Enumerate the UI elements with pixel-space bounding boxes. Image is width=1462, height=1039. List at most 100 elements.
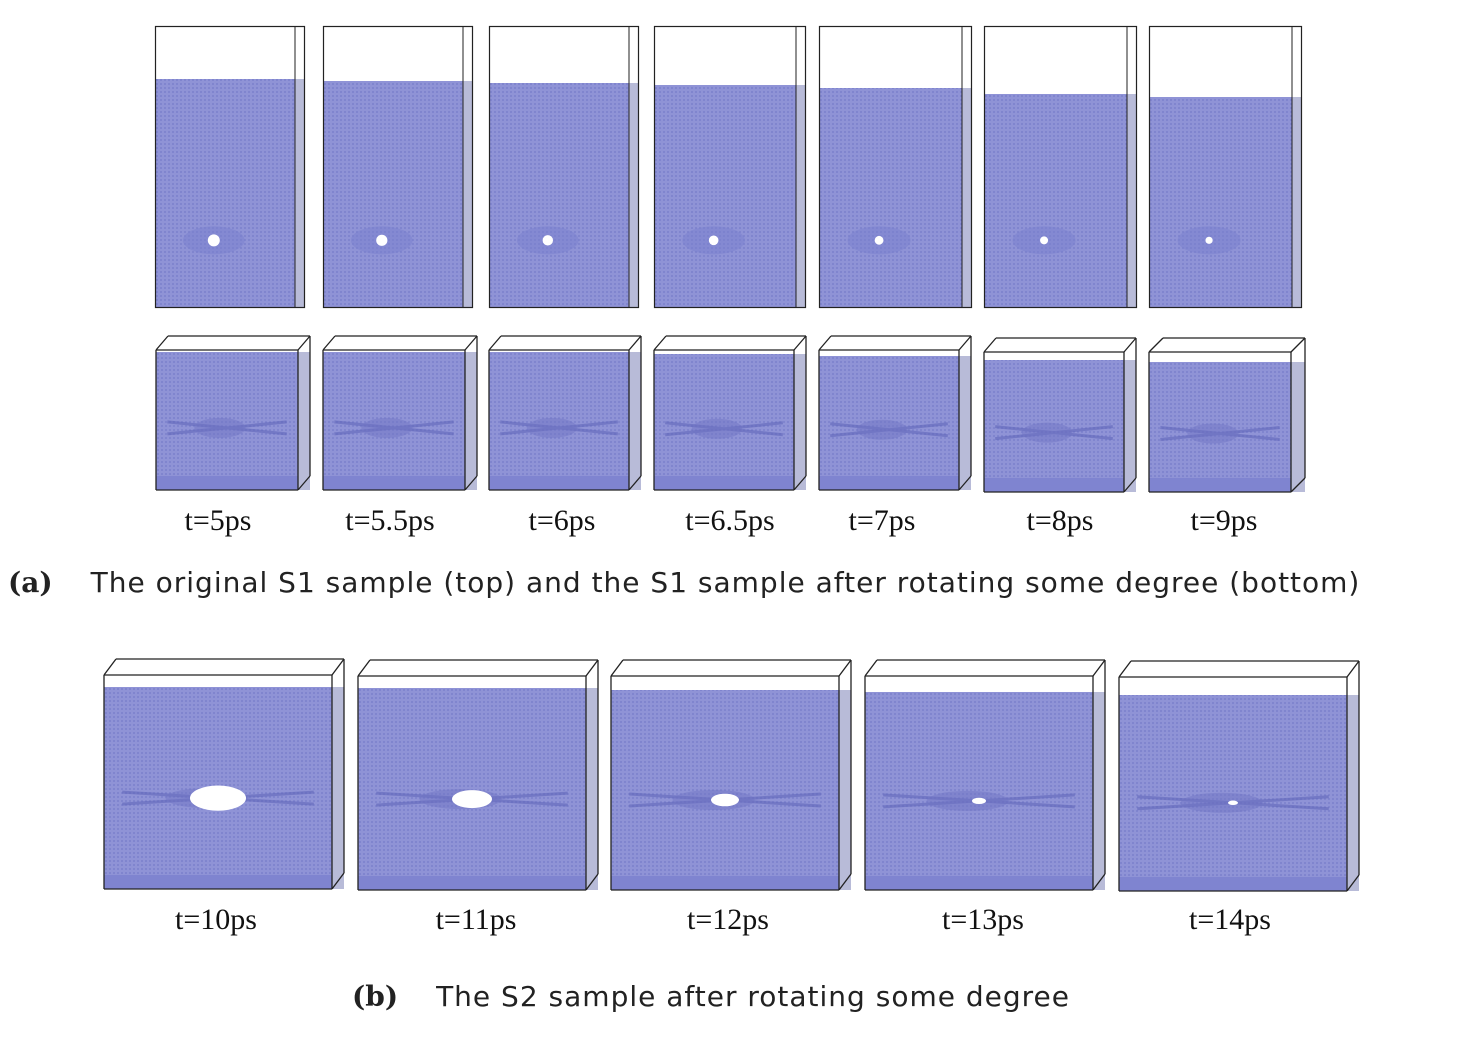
void bbox=[1228, 800, 1238, 806]
box-edge bbox=[1092, 659, 1106, 677]
box-frame bbox=[653, 25, 807, 309]
time-label: t=9ps bbox=[1190, 504, 1258, 537]
box-edge bbox=[628, 335, 642, 351]
atom-fill bbox=[1149, 97, 1292, 308]
box-edge bbox=[610, 659, 624, 677]
box-side-face bbox=[1124, 360, 1136, 492]
box-frame bbox=[818, 25, 973, 309]
damage-zone bbox=[691, 418, 743, 439]
box-edge bbox=[322, 335, 336, 351]
caption-a: (a) The original S1 sample (top) and the … bbox=[8, 566, 1360, 599]
atom-fill bbox=[819, 356, 959, 490]
atom-fill bbox=[984, 360, 1124, 492]
shear-band bbox=[167, 420, 287, 436]
box-edge bbox=[1346, 660, 1360, 678]
box-side-face bbox=[959, 356, 971, 490]
box-side-face bbox=[1093, 692, 1105, 890]
shear-band bbox=[665, 421, 783, 437]
void bbox=[874, 235, 884, 245]
box-side-face bbox=[332, 687, 344, 889]
time-label: t=12ps bbox=[687, 903, 769, 936]
box-edge bbox=[1118, 660, 1132, 678]
box-edge bbox=[793, 475, 807, 491]
box-edge bbox=[297, 335, 311, 351]
snapshot-s1-rotated bbox=[1148, 337, 1306, 493]
caption-label: (b) bbox=[352, 980, 399, 1013]
snapshot-s1-rotated bbox=[488, 335, 642, 491]
bottom-slab bbox=[984, 478, 1124, 492]
bottom-slab bbox=[654, 476, 794, 490]
snapshot-s1-rotated bbox=[818, 335, 972, 491]
snapshot-s1-top bbox=[1148, 25, 1303, 309]
box-edge bbox=[628, 475, 642, 491]
box-edge bbox=[1092, 873, 1106, 891]
snapshot-s1-rotated bbox=[322, 335, 478, 491]
void bbox=[708, 235, 719, 246]
snapshot-s1-top bbox=[818, 25, 973, 309]
atom-fill bbox=[489, 352, 629, 490]
time-label: t=5.5ps bbox=[345, 504, 435, 537]
box-edge bbox=[838, 659, 852, 677]
snapshot-s1-rotated bbox=[653, 335, 807, 491]
void bbox=[711, 793, 739, 807]
box-edge bbox=[297, 475, 311, 491]
box-side bbox=[463, 81, 473, 308]
damage-zone bbox=[1021, 422, 1073, 443]
shear-band bbox=[334, 420, 454, 436]
time-label: t=6.5ps bbox=[685, 504, 775, 537]
box-edge bbox=[1290, 337, 1306, 353]
void bbox=[1205, 236, 1213, 244]
shear-band bbox=[995, 425, 1113, 441]
box-frame bbox=[322, 25, 474, 309]
snapshot-s1-top bbox=[983, 25, 1138, 309]
atom-fill bbox=[611, 690, 839, 890]
atom-fill bbox=[984, 94, 1127, 308]
box-side-face bbox=[1347, 695, 1359, 891]
box-side-face bbox=[839, 690, 851, 890]
void bbox=[1040, 236, 1049, 245]
atom-fill bbox=[156, 352, 298, 490]
damage-zone bbox=[1187, 423, 1239, 444]
box-side-face bbox=[794, 354, 806, 490]
box-side bbox=[796, 85, 806, 308]
box-edge bbox=[1148, 337, 1164, 353]
box-edge bbox=[958, 475, 972, 491]
atom-fill bbox=[323, 352, 465, 490]
box-edge bbox=[585, 873, 599, 891]
snapshot-s2-rotated bbox=[610, 659, 852, 891]
bottom-slab bbox=[323, 476, 465, 490]
snapshot-s1-rotated bbox=[983, 337, 1137, 493]
box-side bbox=[962, 88, 972, 308]
box-edge bbox=[331, 658, 345, 676]
atom-fill bbox=[1149, 362, 1291, 492]
bottom-slab bbox=[156, 476, 298, 490]
shear-band bbox=[1160, 426, 1280, 441]
damage-zone bbox=[194, 417, 246, 438]
void bbox=[190, 785, 246, 811]
snapshot-s1-top bbox=[154, 25, 306, 309]
box-edge bbox=[793, 335, 807, 351]
box-edge bbox=[103, 658, 117, 676]
atom-fill bbox=[654, 354, 794, 490]
box-side-face bbox=[465, 352, 477, 490]
snapshot-s2-rotated bbox=[1118, 660, 1360, 892]
time-label: t=7ps bbox=[848, 504, 916, 537]
box-side-face bbox=[629, 352, 641, 490]
damage-zone bbox=[526, 417, 578, 438]
bottom-slab bbox=[865, 876, 1093, 890]
box-edge bbox=[838, 873, 852, 891]
box-frame bbox=[1148, 25, 1303, 309]
snapshot-s1-top bbox=[653, 25, 807, 309]
bottom-slab bbox=[489, 476, 629, 490]
void bbox=[542, 235, 553, 246]
box-side bbox=[1292, 97, 1302, 308]
void bbox=[376, 234, 388, 246]
atom-fill bbox=[819, 88, 962, 308]
atom-fill bbox=[654, 85, 796, 308]
caption-label: (a) bbox=[8, 566, 53, 599]
caption-text: The original S1 sample (top) and the S1 … bbox=[90, 566, 1361, 599]
box-edge bbox=[1123, 337, 1137, 353]
snapshot-s1-rotated bbox=[155, 335, 311, 491]
atom-fill bbox=[1119, 695, 1347, 891]
box-edge bbox=[1123, 477, 1137, 493]
